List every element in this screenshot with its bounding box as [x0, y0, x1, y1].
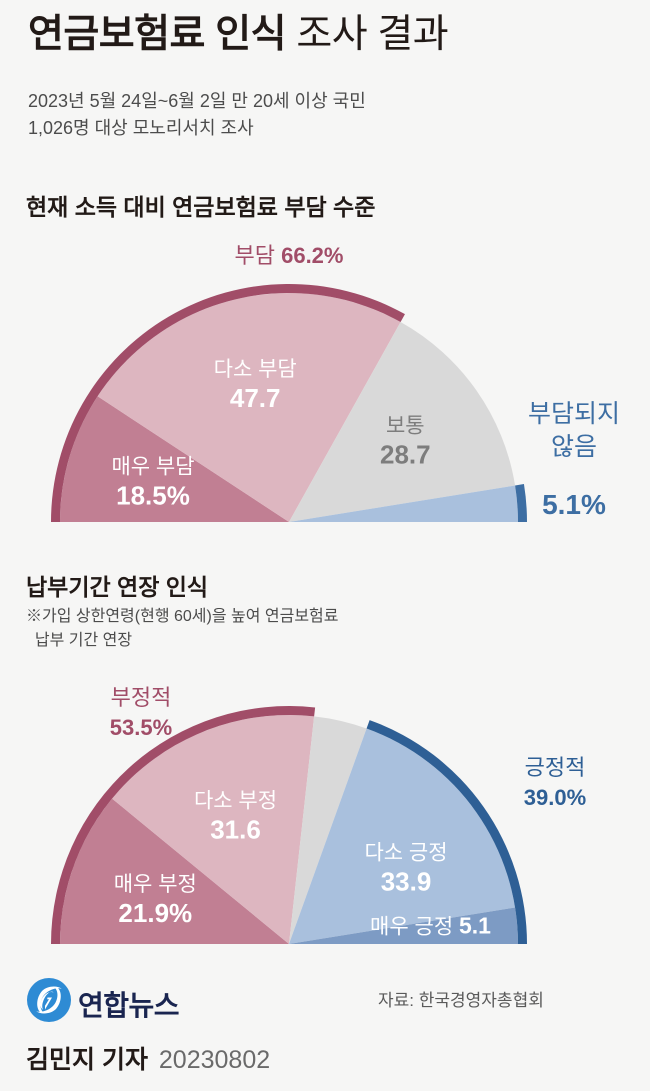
svg-text:다소 긍정: 다소 긍정 [364, 841, 447, 864]
svg-text:33.9: 33.9 [381, 866, 432, 896]
svg-text:21.9%: 21.9% [118, 898, 192, 928]
svg-text:매우 긍정 5.1: 매우 긍정 5.1 [370, 913, 491, 939]
svg-text:다소 부정: 다소 부정 [194, 790, 277, 813]
svg-text:31.6: 31.6 [210, 815, 261, 845]
svg-text:매우 부정: 매우 부정 [114, 873, 197, 896]
